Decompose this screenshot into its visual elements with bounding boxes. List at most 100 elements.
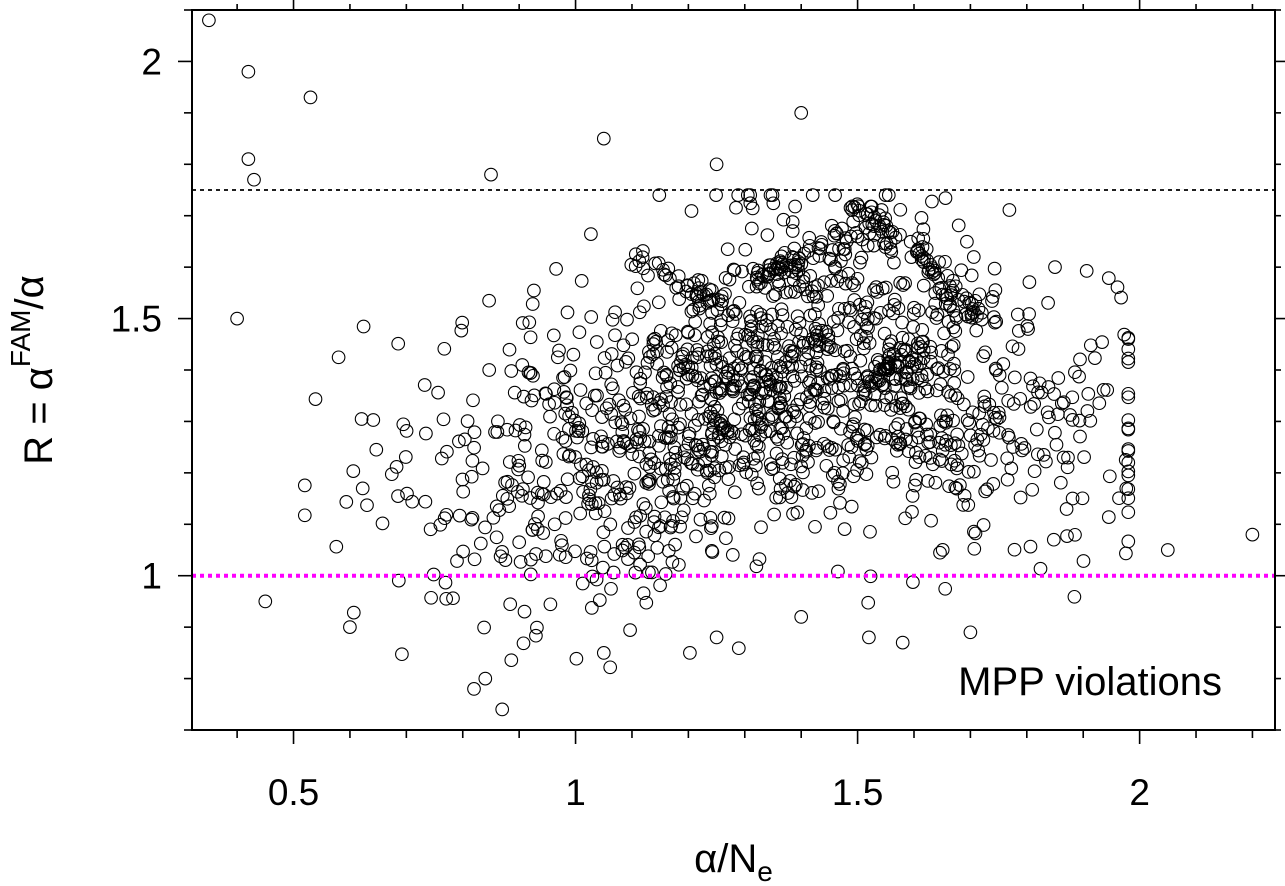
data-point: [477, 620, 491, 635]
data-point: [805, 331, 820, 346]
data-point: [906, 306, 921, 321]
data-point: [583, 545, 598, 559]
data-point: [631, 389, 646, 404]
data-point: [436, 412, 451, 427]
data-point: [460, 414, 475, 428]
data-point: [603, 660, 618, 675]
data-point: [736, 347, 751, 362]
data-point: [674, 510, 689, 525]
data-point: [688, 328, 702, 343]
data-point: [356, 319, 371, 334]
data-point: [832, 241, 846, 256]
data-point: [985, 294, 999, 308]
data-point: [391, 573, 406, 588]
data-point: [903, 234, 918, 249]
data-point: [769, 446, 784, 461]
data-point: [562, 409, 576, 424]
data-point: [456, 544, 470, 559]
data-point: [1079, 264, 1094, 278]
data-point: [731, 327, 746, 342]
data-point: [703, 510, 718, 525]
data-point: [1020, 319, 1035, 333]
data-point: [565, 405, 579, 420]
data-point: [883, 225, 898, 240]
data-point: [792, 335, 806, 349]
data-point: [1011, 342, 1026, 356]
data-point: [1121, 442, 1136, 456]
data-point: [858, 436, 872, 451]
data-point: [1046, 532, 1061, 547]
data-point: [552, 547, 567, 562]
data-point: [857, 379, 872, 394]
data-point: [527, 283, 541, 298]
data-point: [1073, 352, 1087, 367]
data-point: [1121, 422, 1136, 437]
x-tick-label: 0.5: [268, 772, 319, 813]
data-point: [779, 285, 794, 300]
data-point: [868, 398, 883, 413]
data-point: [488, 425, 502, 439]
data-point: [736, 450, 751, 465]
data-point: [753, 364, 768, 378]
data-point: [1088, 351, 1102, 365]
data-point: [905, 372, 920, 386]
data-point: [500, 474, 515, 489]
data-point: [833, 369, 847, 384]
data-point: [714, 313, 728, 328]
data-point: [614, 415, 629, 430]
data-point: [764, 361, 779, 375]
data-point: [1027, 397, 1042, 411]
data-point: [1013, 490, 1028, 505]
data-point: [525, 297, 540, 311]
data-point: [886, 371, 901, 386]
data-point: [491, 414, 505, 429]
data-point: [1095, 335, 1109, 349]
data-point: [934, 408, 948, 423]
data-point: [713, 318, 728, 332]
data-point: [734, 427, 749, 442]
data-point: [558, 406, 573, 421]
data-point: [787, 374, 802, 388]
data-point: [763, 457, 778, 471]
data-point: [731, 358, 746, 373]
data-point: [536, 475, 551, 489]
data-point: [516, 389, 531, 404]
data-point: [690, 287, 704, 301]
data-point: [769, 490, 784, 505]
data-point: [1063, 408, 1077, 422]
data-point: [707, 347, 722, 361]
data-point: [1102, 469, 1117, 484]
data-point: [831, 474, 845, 489]
data-point: [766, 338, 781, 352]
data-point: [794, 459, 808, 474]
data-point: [550, 486, 564, 501]
data-point: [810, 328, 824, 343]
data-point: [977, 389, 992, 404]
data-point: [607, 547, 622, 561]
data-point: [888, 435, 903, 450]
data-point: [661, 261, 676, 276]
data-point: [554, 533, 568, 548]
data-point: [624, 257, 639, 272]
data-point: [517, 439, 532, 453]
data-point: [937, 326, 951, 341]
data-point: [1121, 330, 1136, 345]
data-point: [847, 293, 862, 307]
data-point: [465, 453, 480, 468]
data-point: [685, 350, 700, 365]
data-point: [498, 553, 513, 567]
data-point: [473, 536, 488, 551]
data-point: [853, 255, 867, 270]
data-point: [895, 315, 909, 330]
data-point: [633, 508, 648, 523]
data-point: [504, 364, 519, 378]
data-point: [446, 591, 460, 606]
data-point: [1118, 453, 1133, 467]
data-point: [805, 188, 820, 202]
data-point: [817, 400, 832, 415]
data-point: [722, 272, 737, 287]
data-point: [684, 304, 699, 319]
data-point: [782, 414, 797, 429]
data-point: [465, 511, 480, 525]
data-point: [478, 520, 492, 535]
